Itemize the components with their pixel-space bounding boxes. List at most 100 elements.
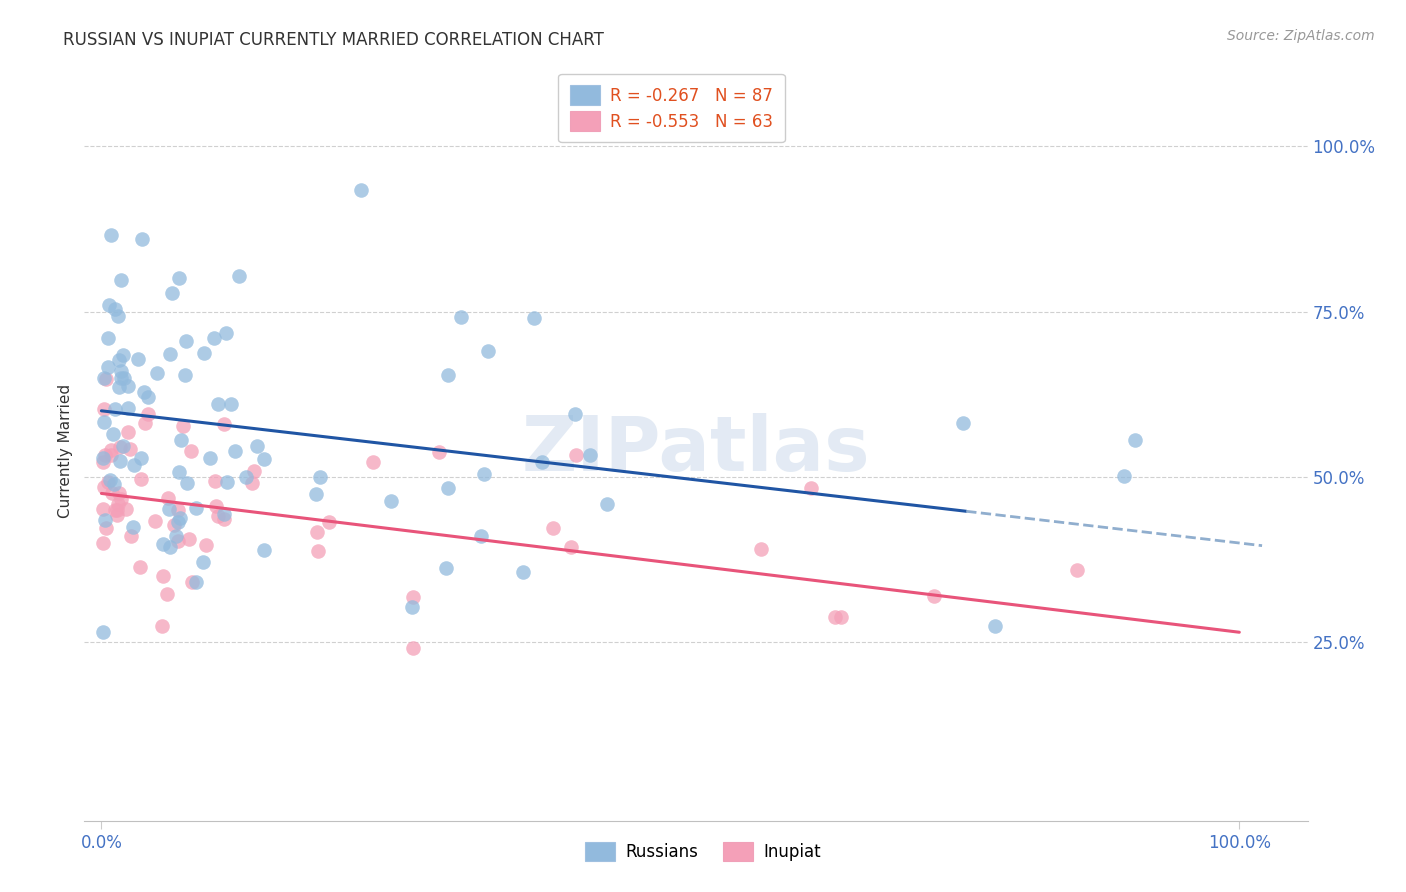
- Point: [117, 379, 139, 393]
- Point: [212, 507, 235, 521]
- Point: [824, 610, 846, 624]
- Point: [170, 433, 193, 447]
- Point: [579, 448, 602, 462]
- Point: [205, 499, 228, 513]
- Point: [174, 334, 197, 348]
- Point: [120, 529, 142, 543]
- Point: [96, 521, 118, 535]
- Point: [91, 535, 114, 549]
- Point: [470, 529, 492, 543]
- Point: [136, 407, 159, 421]
- Point: [167, 465, 190, 479]
- Point: [246, 438, 269, 452]
- Point: [93, 415, 115, 429]
- Point: [308, 469, 330, 483]
- Point: [94, 448, 117, 462]
- Point: [474, 467, 496, 481]
- Point: [112, 348, 135, 362]
- Point: [134, 416, 156, 430]
- Point: [166, 528, 188, 542]
- Point: [156, 587, 179, 601]
- Point: [174, 368, 197, 383]
- Point: [105, 508, 128, 522]
- Point: [134, 385, 156, 400]
- Point: [97, 331, 120, 345]
- Point: [104, 302, 127, 317]
- Point: [184, 574, 207, 589]
- Point: [104, 503, 127, 517]
- Point: [437, 368, 460, 383]
- Point: [117, 425, 139, 440]
- Point: [122, 520, 145, 534]
- Point: [191, 556, 214, 570]
- Point: [143, 514, 166, 528]
- Point: [169, 511, 191, 525]
- Point: [984, 619, 1007, 633]
- Point: [214, 512, 236, 526]
- Point: [253, 542, 276, 557]
- Point: [477, 343, 499, 358]
- Point: [127, 351, 149, 366]
- Point: [110, 364, 132, 378]
- Point: [194, 538, 217, 552]
- Point: [94, 513, 117, 527]
- Point: [105, 503, 128, 517]
- Point: [380, 494, 402, 508]
- Point: [564, 407, 586, 421]
- Point: [180, 443, 202, 458]
- Point: [115, 502, 138, 516]
- Point: [101, 426, 124, 441]
- Point: [1066, 563, 1088, 577]
- Point: [157, 491, 180, 505]
- Point: [120, 442, 142, 457]
- Point: [305, 487, 328, 501]
- Point: [104, 402, 127, 417]
- Point: [100, 442, 122, 457]
- Point: [172, 419, 194, 434]
- Point: [560, 540, 582, 554]
- Point: [150, 619, 173, 633]
- Point: [166, 533, 188, 548]
- Point: [922, 589, 945, 603]
- Point: [97, 298, 120, 312]
- Point: [93, 371, 115, 385]
- Point: [349, 183, 371, 197]
- Point: [307, 543, 329, 558]
- Point: [240, 475, 263, 490]
- Point: [565, 448, 588, 462]
- Point: [522, 310, 544, 325]
- Point: [450, 310, 472, 324]
- Point: [117, 401, 139, 415]
- Point: [91, 455, 114, 469]
- Point: [107, 497, 129, 511]
- Point: [830, 610, 852, 624]
- Point: [224, 443, 246, 458]
- Point: [253, 452, 276, 467]
- Point: [952, 416, 974, 430]
- Point: [110, 273, 132, 287]
- Point: [166, 515, 188, 529]
- Point: [531, 455, 554, 469]
- Point: [401, 599, 423, 614]
- Point: [129, 473, 152, 487]
- Point: [98, 473, 121, 487]
- Point: [1123, 434, 1146, 448]
- Point: [202, 331, 225, 345]
- Point: [512, 565, 534, 579]
- Point: [160, 286, 183, 301]
- Point: [136, 391, 159, 405]
- Point: [122, 458, 145, 473]
- Point: [110, 492, 132, 507]
- Point: [596, 498, 619, 512]
- Point: [215, 326, 238, 341]
- Point: [434, 560, 457, 574]
- Point: [129, 560, 152, 574]
- Point: [749, 541, 772, 556]
- Point: [112, 371, 135, 385]
- Point: [228, 268, 250, 283]
- Point: [146, 366, 169, 380]
- Point: [243, 463, 266, 477]
- Point: [93, 401, 115, 416]
- Point: [97, 359, 120, 374]
- Point: [93, 451, 115, 466]
